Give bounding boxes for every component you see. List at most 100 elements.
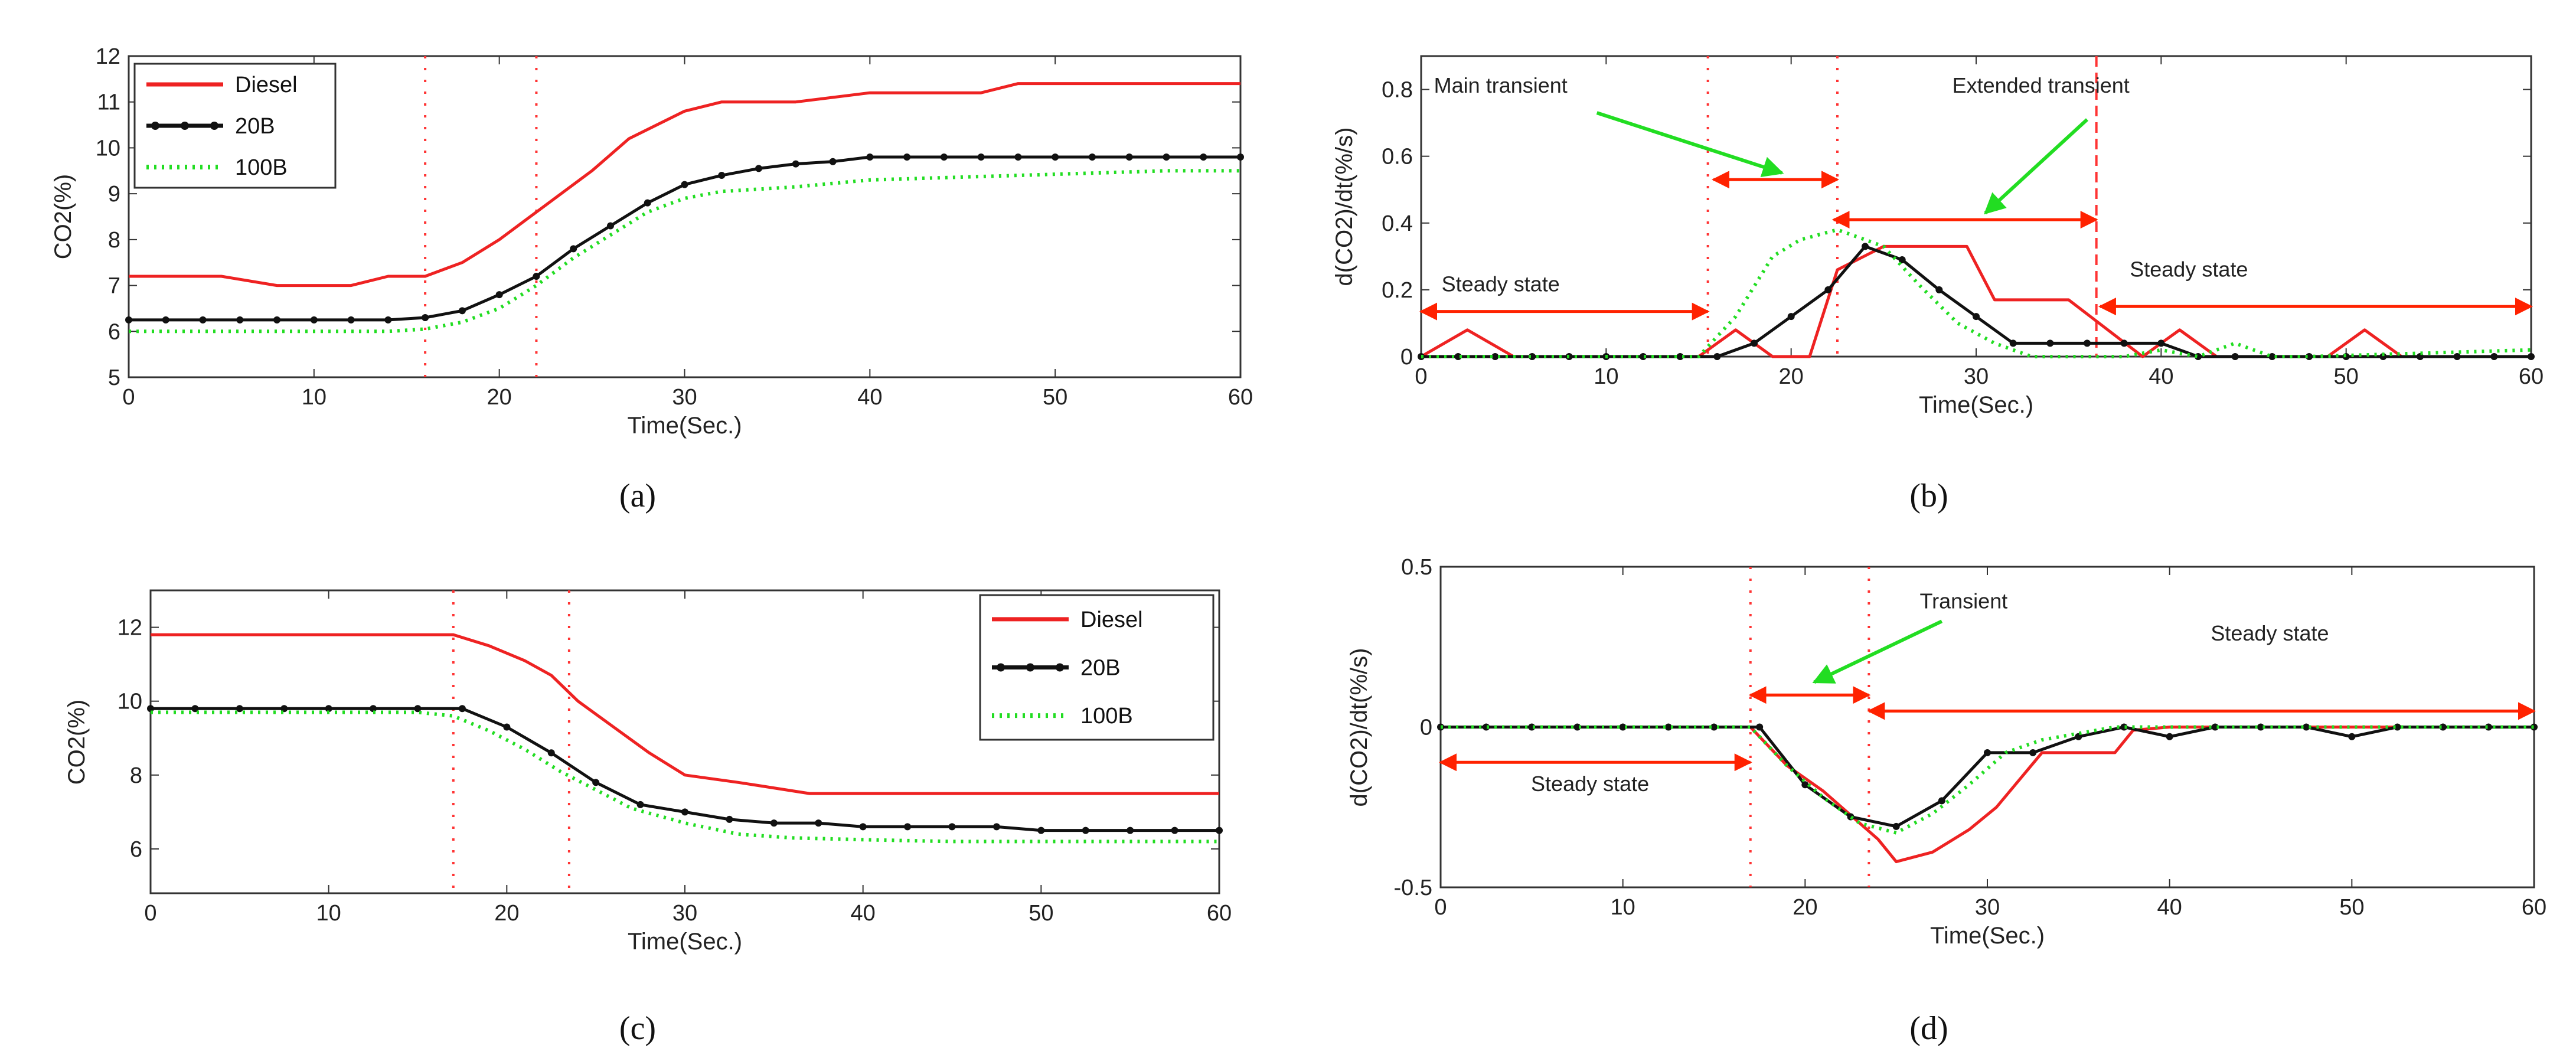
data-point (866, 153, 874, 161)
x-tick-label: 30 (672, 385, 697, 410)
data-point (2084, 339, 2091, 347)
data-point (1014, 153, 1022, 161)
x-axis-label: Time(Sec.) (628, 929, 742, 955)
data-point (1171, 827, 1178, 834)
data-point (2257, 723, 2264, 731)
y-axis-label: d(CO2)/dt(%/s) (1346, 648, 1372, 807)
data-point (770, 819, 778, 827)
data-point (533, 273, 540, 280)
x-tick-label: 30 (1975, 895, 2000, 920)
data-point (495, 291, 503, 299)
annotation-label: Extended transient (1953, 73, 2130, 97)
data-point (310, 316, 318, 324)
legend: Diesel 20B 100B (979, 594, 1214, 741)
data-point (726, 815, 733, 823)
y-tick-label: 7 (108, 274, 120, 299)
annotation-label: Transient (1920, 589, 2008, 613)
data-point (606, 222, 614, 230)
data-point (1801, 781, 1809, 789)
data-point (1200, 153, 1207, 161)
x-tick-label: 10 (1594, 364, 1618, 389)
data-point (2157, 339, 2165, 347)
data-point (1824, 286, 1832, 293)
data-point (503, 723, 511, 731)
data-point (1751, 339, 1758, 347)
y-tick-label: 12 (96, 44, 120, 69)
data-point (1127, 827, 1134, 834)
data-point (2268, 353, 2276, 360)
legend-marker (151, 122, 159, 130)
chart-panel-c: 0 10 20 30 40 50 60 6 8 10 12 Time(Sec.) CO2(%) (c) Di… (64, 589, 1232, 1047)
series-line-diesel (151, 633, 1219, 795)
data-point (903, 153, 911, 161)
data-point (718, 172, 726, 179)
x-tick-label: 0 (122, 385, 135, 410)
data-point (644, 199, 651, 207)
data-point (370, 705, 377, 713)
data-point (815, 819, 822, 827)
x-tick-label: 10 (316, 901, 341, 926)
data-point (347, 316, 355, 324)
x-axis-label: Time(Sec.) (1919, 392, 2033, 418)
x-tick-label: 60 (1207, 901, 1232, 926)
data-point (325, 705, 332, 713)
data-point (2303, 723, 2310, 731)
data-point (280, 705, 288, 713)
x-tick-label: 20 (1779, 364, 1804, 389)
data-point (792, 160, 799, 168)
data-point (1713, 353, 1721, 360)
y-tick-label: 6 (108, 319, 120, 344)
x-tick-label: 0 (1434, 895, 1447, 920)
x-tick-label: 50 (2334, 364, 2359, 389)
data-point (1037, 827, 1045, 834)
panel-label: (b) (1909, 478, 1948, 514)
annotation-label: Steady state (1531, 772, 1649, 796)
y-axis-label: CO2(%) (64, 700, 90, 785)
legend-marker (1056, 663, 1064, 672)
x-tick-label: 30 (1964, 364, 1989, 389)
data-point (1938, 797, 1945, 805)
x-tick-label: 40 (2149, 364, 2173, 389)
x-tick-label: 20 (1793, 895, 1817, 920)
legend-marker (181, 122, 189, 130)
data-point (2120, 339, 2128, 347)
data-point (2029, 749, 2037, 756)
data-point (1984, 749, 1991, 756)
legend-marker (210, 122, 218, 130)
legend-label: 20B (235, 114, 275, 139)
data-point (147, 705, 154, 713)
y-axis-label: d(CO2)/dt(%/s) (1331, 128, 1357, 286)
y-tick-label: 10 (96, 136, 120, 161)
y-tick-label: 0.8 (1382, 78, 1413, 103)
y-tick-label: 0.5 (1401, 555, 1432, 580)
data-point (236, 316, 244, 324)
data-point (2166, 733, 2173, 740)
data-point (2453, 353, 2461, 360)
x-tick-label: 50 (2339, 895, 2364, 920)
data-point (2009, 339, 2017, 347)
data-point (636, 801, 644, 808)
y-tick-label: 11 (97, 90, 120, 115)
y-tick-label: 5 (108, 365, 120, 390)
y-tick-label: 0 (1420, 716, 1432, 740)
data-point (1935, 286, 1943, 293)
data-point (940, 153, 948, 161)
data-point (1619, 723, 1627, 731)
data-point (199, 316, 207, 324)
legend-label: 100B (235, 155, 288, 180)
data-point (458, 705, 466, 713)
data-point (458, 307, 466, 315)
data-point (1082, 827, 1089, 834)
data-point (904, 823, 912, 831)
legend: Diesel 20B 100B (133, 63, 337, 189)
y-tick-label: 0.2 (1382, 278, 1413, 303)
x-tick-label: 60 (1228, 385, 1253, 410)
data-point (948, 823, 956, 831)
data-point (1787, 313, 1795, 321)
data-point (2528, 353, 2535, 360)
x-tick-label: 30 (672, 901, 697, 926)
x-tick-label: 20 (494, 901, 519, 926)
x-tick-label: 0 (144, 901, 156, 926)
data-point (1676, 353, 1684, 360)
annotation-label: Steady state (1442, 272, 1560, 296)
